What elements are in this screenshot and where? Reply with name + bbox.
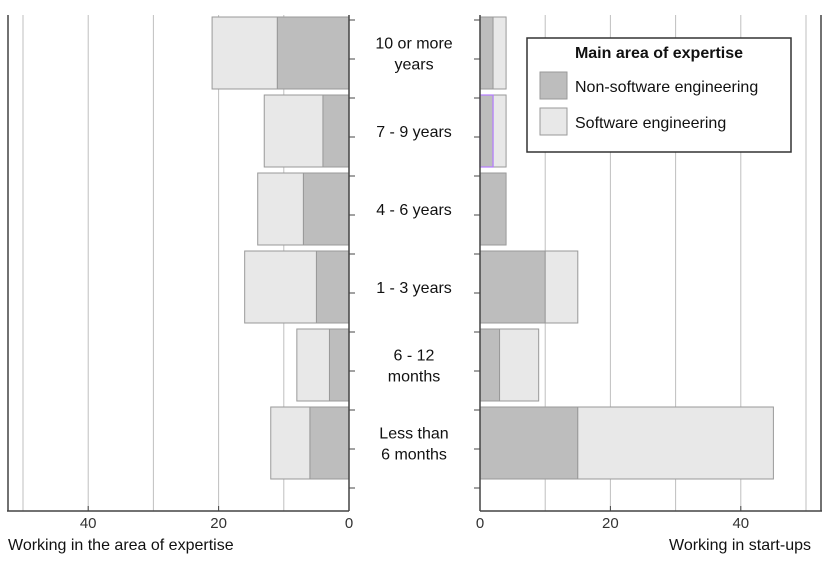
right-x-tick-label: 0: [476, 515, 484, 532]
legend-title: Main area of expertise: [575, 45, 743, 62]
right-bar-non-software: [479, 406, 579, 480]
category-label: 6 - 12 months: [388, 348, 440, 386]
left-bar-software: [263, 94, 324, 168]
left-bar-non-software: [276, 16, 350, 90]
left-bar-software: [244, 250, 317, 324]
left-bar-software: [270, 406, 311, 480]
right-bar-software: [499, 328, 540, 402]
left-bar-software: [296, 328, 330, 402]
category-label-line: years: [394, 57, 433, 74]
right-bar-software: [577, 406, 774, 480]
right-x-tick-label: 20: [602, 515, 619, 532]
right-bar-software: [492, 16, 507, 90]
left-bar-non-software: [328, 328, 350, 402]
right-bar-non-software: [479, 250, 546, 324]
axes-layer: [7, 15, 822, 512]
left-x-tick-label: 40: [80, 515, 97, 532]
left-bar-non-software: [302, 172, 350, 246]
right-bar-software: [544, 250, 579, 324]
left-bar-non-software: [315, 250, 350, 324]
left-bar-non-software: [322, 94, 350, 168]
category-label: 10 or more years: [375, 36, 452, 74]
right-bar-non-software: [479, 172, 507, 246]
legend-entry-software: Software engineering: [575, 115, 726, 132]
right-bar-software: [492, 94, 507, 168]
left-bar-software: [211, 16, 278, 90]
category-label-line: 6 - 12: [394, 348, 435, 365]
legend-swatch-non-software: [539, 71, 568, 100]
left-x-tick-label: 20: [210, 515, 227, 532]
right-bar-non-software: [479, 94, 494, 168]
left-x-tick-label: 0: [345, 515, 353, 532]
category-label-line: 1 - 3 years: [376, 280, 452, 297]
category-label: 1 - 3 years: [376, 280, 452, 297]
left-bar-software: [257, 172, 304, 246]
bars-layer: [211, 16, 774, 480]
legend: Main area of expertise Non-software engi…: [526, 37, 792, 153]
category-label: 4 - 6 years: [376, 202, 452, 219]
labels-layer: 40 20 0 Working in the area of expertise 0 20…: [8, 36, 811, 555]
legend-entry-non-software: Non-software engineering: [575, 79, 758, 96]
right-x-tick-label: 40: [732, 515, 749, 532]
category-label: 7 - 9 years: [376, 124, 452, 141]
category-label-line: 10 or more: [375, 36, 452, 53]
category-label: Less than 6 months: [379, 426, 448, 464]
legend-swatch-software: [539, 107, 568, 136]
category-label-line: Less than: [379, 426, 448, 443]
right-x-axis-title: Working in start-ups: [669, 537, 811, 554]
category-label-line: 6 months: [381, 447, 447, 464]
right-bar-non-software: [479, 328, 501, 402]
category-label-line: months: [388, 369, 440, 386]
category-label-line: 4 - 6 years: [376, 202, 452, 219]
left-x-axis-title: Working in the area of expertise: [8, 537, 234, 554]
category-label-line: 7 - 9 years: [376, 124, 452, 141]
legend-box: [526, 37, 792, 153]
left-bar-non-software: [309, 406, 350, 480]
right-bar-non-software: [479, 16, 494, 90]
